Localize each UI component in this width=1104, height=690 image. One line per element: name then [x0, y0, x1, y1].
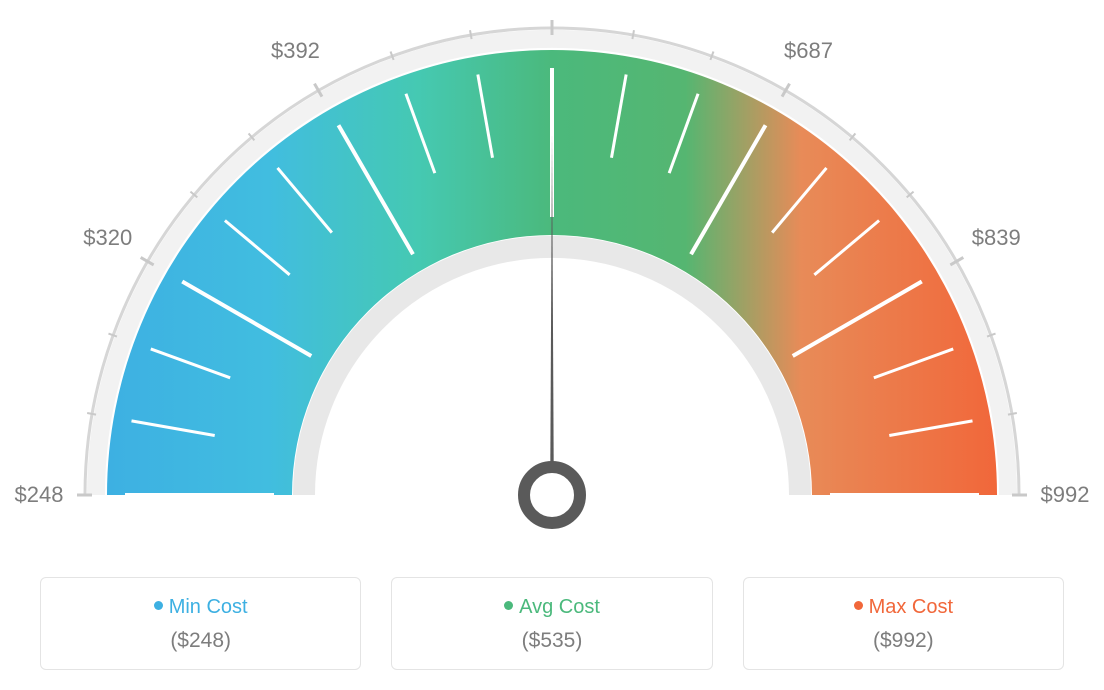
legend-card-avg: Avg Cost ($535)	[391, 577, 712, 670]
legend-row: Min Cost ($248) Avg Cost ($535) Max Cost…	[40, 577, 1064, 670]
legend-title-min: Min Cost	[51, 596, 350, 619]
legend-value-avg: ($535)	[402, 629, 701, 653]
legend-value-max: ($992)	[754, 629, 1053, 653]
dot-icon	[504, 601, 513, 610]
gauge-tick-label: $392	[271, 38, 320, 64]
legend-title-text: Avg Cost	[519, 596, 600, 618]
gauge-tick-label: $248	[15, 482, 64, 508]
legend-title-text: Min Cost	[169, 596, 248, 618]
legend-card-min: Min Cost ($248)	[40, 577, 361, 670]
gauge-tick-label: $839	[972, 225, 1021, 251]
dot-icon	[854, 601, 863, 610]
legend-title-max: Max Cost	[754, 596, 1053, 619]
legend-value-min: ($248)	[51, 629, 350, 653]
dot-icon	[154, 601, 163, 610]
legend-card-max: Max Cost ($992)	[743, 577, 1064, 670]
cost-gauge-widget: $248$320$392$535$687$839$992 Min Cost ($…	[0, 0, 1104, 690]
gauge-tick-label: $992	[1041, 482, 1090, 508]
gauge-tick-label: $687	[784, 38, 833, 64]
gauge-tick-label: $320	[83, 225, 132, 251]
legend-title-avg: Avg Cost	[402, 596, 701, 619]
gauge-chart: $248$320$392$535$687$839$992	[0, 0, 1104, 560]
legend-title-text: Max Cost	[869, 596, 953, 618]
